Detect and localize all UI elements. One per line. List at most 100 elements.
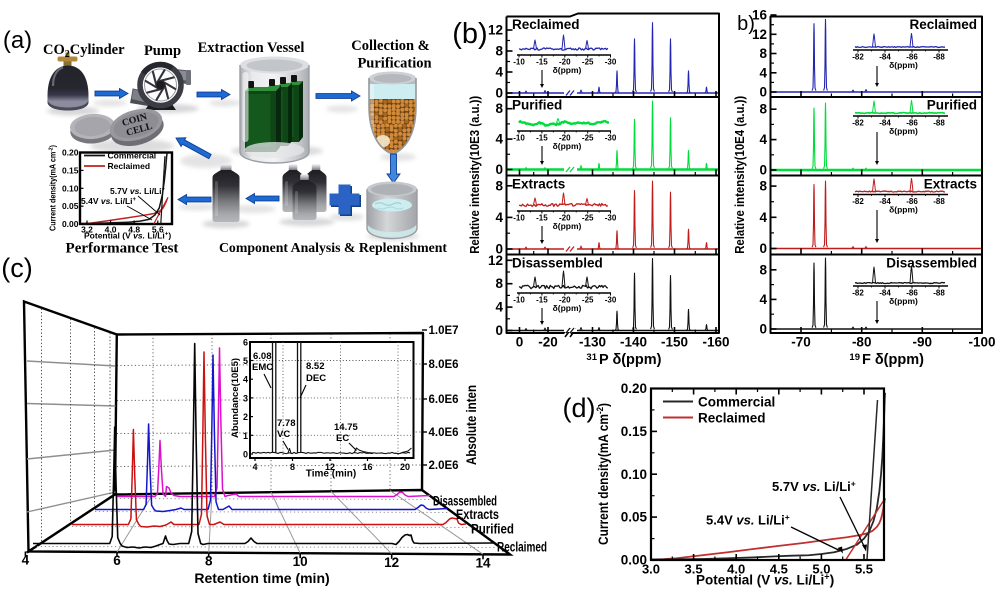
svg-text:Current density(mA cm-2): Current density(mA cm-2) xyxy=(49,145,58,231)
svg-text:-10: -10 xyxy=(513,134,525,143)
svg-text:8: 8 xyxy=(290,462,295,472)
svg-text:5.6: 5.6 xyxy=(152,225,164,235)
svg-text:2: 2 xyxy=(243,412,248,422)
svg-text:0.05: 0.05 xyxy=(621,510,648,525)
svg-text:0.10: 0.10 xyxy=(62,183,79,193)
svg-text:-82: -82 xyxy=(852,289,864,298)
svg-text:-20: -20 xyxy=(559,58,571,67)
svg-text:Collection &: Collection & xyxy=(351,38,430,54)
svg-text:-160: -160 xyxy=(702,335,729,350)
svg-text:31: 31 xyxy=(586,352,597,363)
svg-text:Reclaimed: Reclaimed xyxy=(512,17,580,32)
svg-text:Extracts: Extracts xyxy=(924,177,977,192)
svg-text:(d): (d) xyxy=(563,393,596,423)
svg-text:3: 3 xyxy=(243,393,248,403)
svg-text:5: 5 xyxy=(243,356,248,366)
svg-text:-10: -10 xyxy=(513,58,525,67)
svg-text:-20: -20 xyxy=(559,134,571,143)
svg-text:CO2Cylinder: CO2Cylinder xyxy=(43,42,125,60)
svg-text:(a): (a) xyxy=(3,27,32,54)
svg-text:1: 1 xyxy=(243,431,248,441)
svg-text:EC: EC xyxy=(336,433,349,444)
svg-text:8: 8 xyxy=(759,179,767,194)
svg-text:Potential (V vs. Li/Li+): Potential (V vs. Li/Li+) xyxy=(696,572,834,588)
svg-text:Relative intensity(10E4 (a.u.): Relative intensity(10E4 (a.u.)) xyxy=(733,96,747,254)
svg-text:-15: -15 xyxy=(536,134,548,143)
svg-text:-20: -20 xyxy=(538,335,558,350)
svg-text:6: 6 xyxy=(243,337,248,347)
svg-text:8.52: 8.52 xyxy=(306,361,325,372)
svg-text:1.0E7: 1.0E7 xyxy=(429,325,459,337)
svg-text:10: 10 xyxy=(293,554,308,569)
svg-text:4: 4 xyxy=(759,132,767,147)
svg-text:5.7V vs. Li/Li+: 5.7V vs. Li/Li+ xyxy=(110,186,166,196)
svg-text:-25: -25 xyxy=(582,134,594,143)
svg-text:-20: -20 xyxy=(559,214,571,223)
svg-text:4: 4 xyxy=(243,375,248,385)
svg-text:-70: -70 xyxy=(791,335,811,350)
svg-text:(b): (b) xyxy=(452,18,487,50)
svg-text:4: 4 xyxy=(495,132,503,147)
svg-text:Retention time (min): Retention time (min) xyxy=(194,570,329,586)
svg-text:-30: -30 xyxy=(605,296,617,305)
svg-text:-86: -86 xyxy=(906,53,918,62)
svg-text:Disassembled: Disassembled xyxy=(512,256,603,271)
svg-text:0.20: 0.20 xyxy=(621,381,647,396)
svg-text:-82: -82 xyxy=(852,197,864,206)
svg-text:Commercial: Commercial xyxy=(108,151,157,161)
svg-text:5.5: 5.5 xyxy=(855,562,873,577)
svg-text:14: 14 xyxy=(475,555,491,570)
svg-text:4: 4 xyxy=(22,553,30,568)
svg-text:4.5: 4.5 xyxy=(770,562,788,577)
svg-text:DEC: DEC xyxy=(306,373,326,384)
svg-text:8: 8 xyxy=(759,262,767,277)
svg-text:Absolute inten: Absolute inten xyxy=(464,385,479,465)
svg-text:δ(ppm): δ(ppm) xyxy=(553,141,582,151)
svg-text:-15: -15 xyxy=(536,214,548,223)
svg-text:8.0E6: 8.0E6 xyxy=(429,359,459,371)
svg-text:19: 19 xyxy=(849,352,860,363)
svg-text:6.08: 6.08 xyxy=(253,351,272,362)
svg-text:EMC: EMC xyxy=(252,362,273,373)
svg-text:Performance Test: Performance Test xyxy=(66,241,179,257)
svg-text:4.8: 4.8 xyxy=(128,225,140,235)
svg-text:-88: -88 xyxy=(933,119,945,128)
svg-text:Purified: Purified xyxy=(512,98,562,113)
svg-text:Potential (V vs. Li/Li+): Potential (V vs. Li/Li+) xyxy=(84,231,171,241)
svg-text:δ(ppm): δ(ppm) xyxy=(553,303,582,313)
svg-text:0.10: 0.10 xyxy=(621,467,647,482)
svg-text:7.78: 7.78 xyxy=(277,418,296,429)
svg-text:8: 8 xyxy=(495,178,503,193)
svg-text:12: 12 xyxy=(325,462,335,472)
svg-text:Reclaimed: Reclaimed xyxy=(909,17,977,32)
svg-text:-84: -84 xyxy=(879,53,891,62)
svg-text:0.20: 0.20 xyxy=(62,148,79,158)
svg-text:0: 0 xyxy=(759,241,767,256)
svg-text:(c): (c) xyxy=(1,253,32,283)
svg-text:δ(ppm): δ(ppm) xyxy=(553,65,582,75)
svg-text:5.4V vs. Li/Li+: 5.4V vs. Li/Li+ xyxy=(706,512,790,528)
svg-text:Extracts: Extracts xyxy=(512,177,565,192)
svg-text:δ(ppm): δ(ppm) xyxy=(889,296,918,306)
svg-text:5.0: 5.0 xyxy=(812,562,830,577)
svg-text:5.7V vs. Li/Li+: 5.7V vs. Li/Li+ xyxy=(772,479,856,495)
svg-text:-86: -86 xyxy=(906,197,918,206)
svg-text:0.00: 0.00 xyxy=(62,219,79,229)
svg-text:0: 0 xyxy=(495,323,503,338)
svg-text:8: 8 xyxy=(495,101,503,116)
svg-text:δ(ppm): δ(ppm) xyxy=(889,205,918,215)
svg-text:0.05: 0.05 xyxy=(62,201,79,211)
svg-text:Commercial: Commercial xyxy=(698,395,775,410)
svg-text:-84: -84 xyxy=(879,119,891,128)
svg-text:0: 0 xyxy=(243,450,248,460)
svg-text:12: 12 xyxy=(752,27,767,42)
svg-text:8: 8 xyxy=(205,554,213,569)
svg-text:0.00: 0.00 xyxy=(621,553,647,568)
svg-text:Reclaimed: Reclaimed xyxy=(497,540,547,555)
svg-text:Disassembled: Disassembled xyxy=(433,494,497,509)
svg-text:-30: -30 xyxy=(605,58,617,67)
svg-text:δ(ppm): δ(ppm) xyxy=(889,60,918,70)
svg-text:3.2: 3.2 xyxy=(81,225,93,235)
svg-text:-25: -25 xyxy=(582,58,594,67)
svg-text:-84: -84 xyxy=(879,289,891,298)
